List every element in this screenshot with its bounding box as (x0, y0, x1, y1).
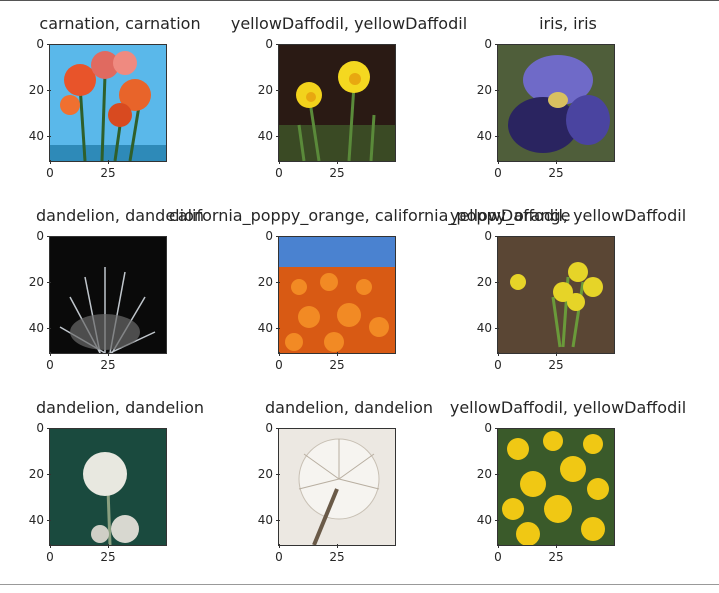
flower-image-iris (497, 44, 615, 162)
panel-title: yellowDaffodil, yellowDaffodil (449, 206, 687, 225)
y-tick: 40 (470, 129, 499, 143)
y-tick: 20 (22, 83, 51, 97)
flower-image-dandelion (49, 428, 167, 546)
panel-dandelion-3: dandelion, dandelion 0 20 40 0 25 (229, 398, 469, 593)
y-tick: 0 (470, 421, 499, 435)
panel-title: dandelion, dandelion (35, 206, 204, 225)
panel-title: iris, iris (539, 14, 597, 33)
panel-carnation: carnation, carnation 0 20 40 0 25 (0, 14, 240, 209)
y-tick: 40 (22, 321, 51, 335)
y-tick: 20 (470, 83, 499, 97)
x-tick: 25 (541, 544, 571, 564)
y-tick: 40 (251, 321, 280, 335)
x-tick: 0 (264, 160, 294, 180)
x-tick: 0 (483, 352, 513, 372)
y-tick: 20 (22, 467, 51, 481)
panel-yellow-daffodil-2: yellowDaffodil, yellowDaffodil 0 20 40 0… (448, 206, 688, 401)
panel-title: carnation, carnation (39, 14, 201, 33)
y-tick: 20 (251, 467, 280, 481)
y-tick: 0 (251, 37, 280, 51)
y-tick: 20 (470, 467, 499, 481)
x-tick: 25 (541, 160, 571, 180)
y-tick: 20 (22, 275, 51, 289)
y-tick: 0 (251, 229, 280, 243)
x-tick: 0 (483, 160, 513, 180)
flower-image-yellow-daffodil (497, 236, 615, 354)
x-tick: 0 (35, 160, 65, 180)
flower-image-carnation (49, 44, 167, 162)
flower-image-california-poppy (278, 236, 396, 354)
panel-yellow-daffodil: yellowDaffodil, yellowDaffodil 0 20 40 0… (229, 14, 469, 209)
top-border (0, 0, 719, 1)
panel-title: dandelion, dandelion (264, 398, 433, 417)
panel-title: yellowDaffodil, yellowDaffodil (230, 14, 468, 33)
y-tick: 0 (22, 421, 51, 435)
y-tick: 20 (251, 83, 280, 97)
y-tick: 20 (251, 275, 280, 289)
x-tick: 25 (93, 544, 123, 564)
panel-iris: iris, iris 0 20 40 0 25 (448, 14, 688, 209)
panel-dandelion-2: dandelion, dandelion 0 20 40 0 25 (0, 398, 240, 593)
x-tick: 0 (35, 544, 65, 564)
x-tick: 25 (322, 352, 352, 372)
y-tick: 0 (22, 37, 51, 51)
x-tick: 25 (93, 160, 123, 180)
panel-title: dandelion, dandelion (35, 398, 204, 417)
x-tick: 25 (322, 160, 352, 180)
x-tick: 0 (35, 352, 65, 372)
y-tick: 0 (470, 37, 499, 51)
x-tick: 0 (264, 544, 294, 564)
x-tick: 0 (264, 352, 294, 372)
y-tick: 0 (251, 421, 280, 435)
flower-image-yellow-daffodil (278, 44, 396, 162)
y-tick: 0 (470, 229, 499, 243)
x-tick: 25 (541, 352, 571, 372)
flower-image-dandelion (49, 236, 167, 354)
x-tick: 25 (93, 352, 123, 372)
y-tick: 40 (22, 129, 51, 143)
y-tick: 40 (22, 513, 51, 527)
panel-california-poppy: california_poppy_orange, california_popp… (169, 206, 570, 401)
panel-title: california_poppy_orange, california_popp… (169, 206, 571, 225)
panel-yellow-daffodil-3: yellowDaffodil, yellowDaffodil 0 20 40 0… (448, 398, 688, 593)
y-tick: 0 (22, 229, 51, 243)
x-tick: 0 (483, 544, 513, 564)
flower-image-yellow-daffodil (497, 428, 615, 546)
bottom-border (0, 584, 719, 585)
panel-dandelion: dandelion, dandelion 0 20 40 0 25 (0, 206, 240, 401)
panel-title: yellowDaffodil, yellowDaffodil (449, 398, 687, 417)
x-tick: 25 (322, 544, 352, 564)
y-tick: 40 (470, 321, 499, 335)
y-tick: 40 (251, 129, 280, 143)
flower-image-dandelion (278, 428, 396, 546)
y-tick: 40 (470, 513, 499, 527)
y-tick: 40 (251, 513, 280, 527)
y-tick: 20 (470, 275, 499, 289)
